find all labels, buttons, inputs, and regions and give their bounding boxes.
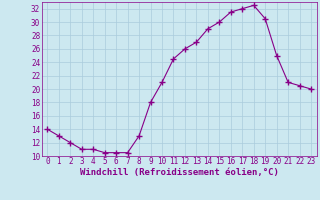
X-axis label: Windchill (Refroidissement éolien,°C): Windchill (Refroidissement éolien,°C): [80, 168, 279, 177]
